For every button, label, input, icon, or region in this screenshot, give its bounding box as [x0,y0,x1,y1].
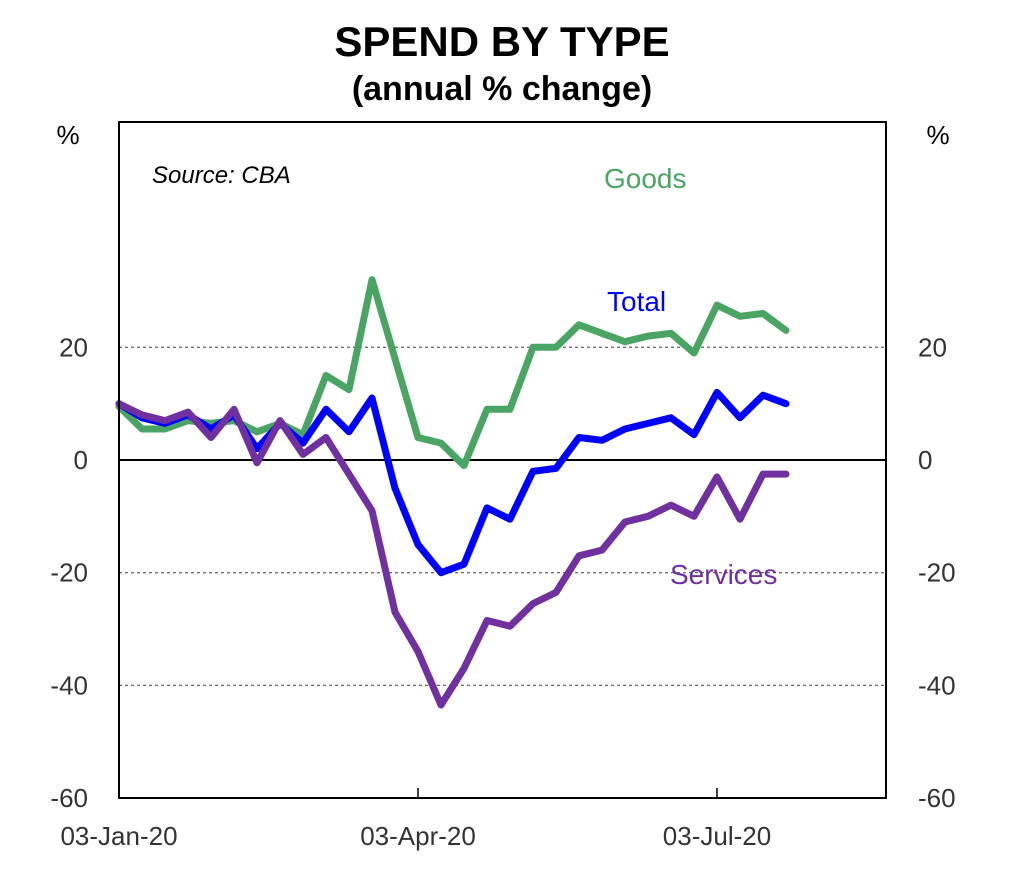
y-axis-right: 20 0 -20 -40 -60 [918,332,956,813]
gridlines [119,346,886,686]
series-lines [115,276,790,709]
left-unit-label: % [56,120,79,150]
source-note: Source: CBA [152,162,291,189]
y-tick-label-right: 20 [918,332,947,362]
y-tick-label-left: -60 [50,783,88,813]
y-tick-label-right: -40 [918,670,956,700]
x-ticks: 03-Jan-20 03-Apr-20 03-Jul-20 [60,788,771,851]
y-tick-label-right: -60 [918,783,956,813]
x-tick-label: 03-Apr-20 [360,821,476,851]
right-unit-label: % [926,120,949,150]
chart-title: SPEND BY TYPE [334,18,669,65]
series-label-goods: Goods [604,163,687,194]
y-tick-label-left: -20 [50,558,88,588]
chart-subtitle: (annual % change) [352,70,652,108]
y-tick-label-left: 0 [74,445,88,475]
series-label-total: Total [607,286,666,317]
y-tick-label-left: -40 [50,670,88,700]
y-axis-left: 20 0 -20 -40 -60 [50,332,88,813]
x-tick-label: 03-Jul-20 [663,821,771,851]
series-line-goods [115,276,790,470]
y-tick-label-left: 20 [59,332,88,362]
y-tick-label-right: -20 [918,558,956,588]
series-line-services [115,400,790,709]
series-label-services: Services [670,559,777,590]
x-tick-label: 03-Jan-20 [60,821,177,851]
y-tick-label-right: 0 [918,445,932,475]
plot-frame [118,121,887,799]
